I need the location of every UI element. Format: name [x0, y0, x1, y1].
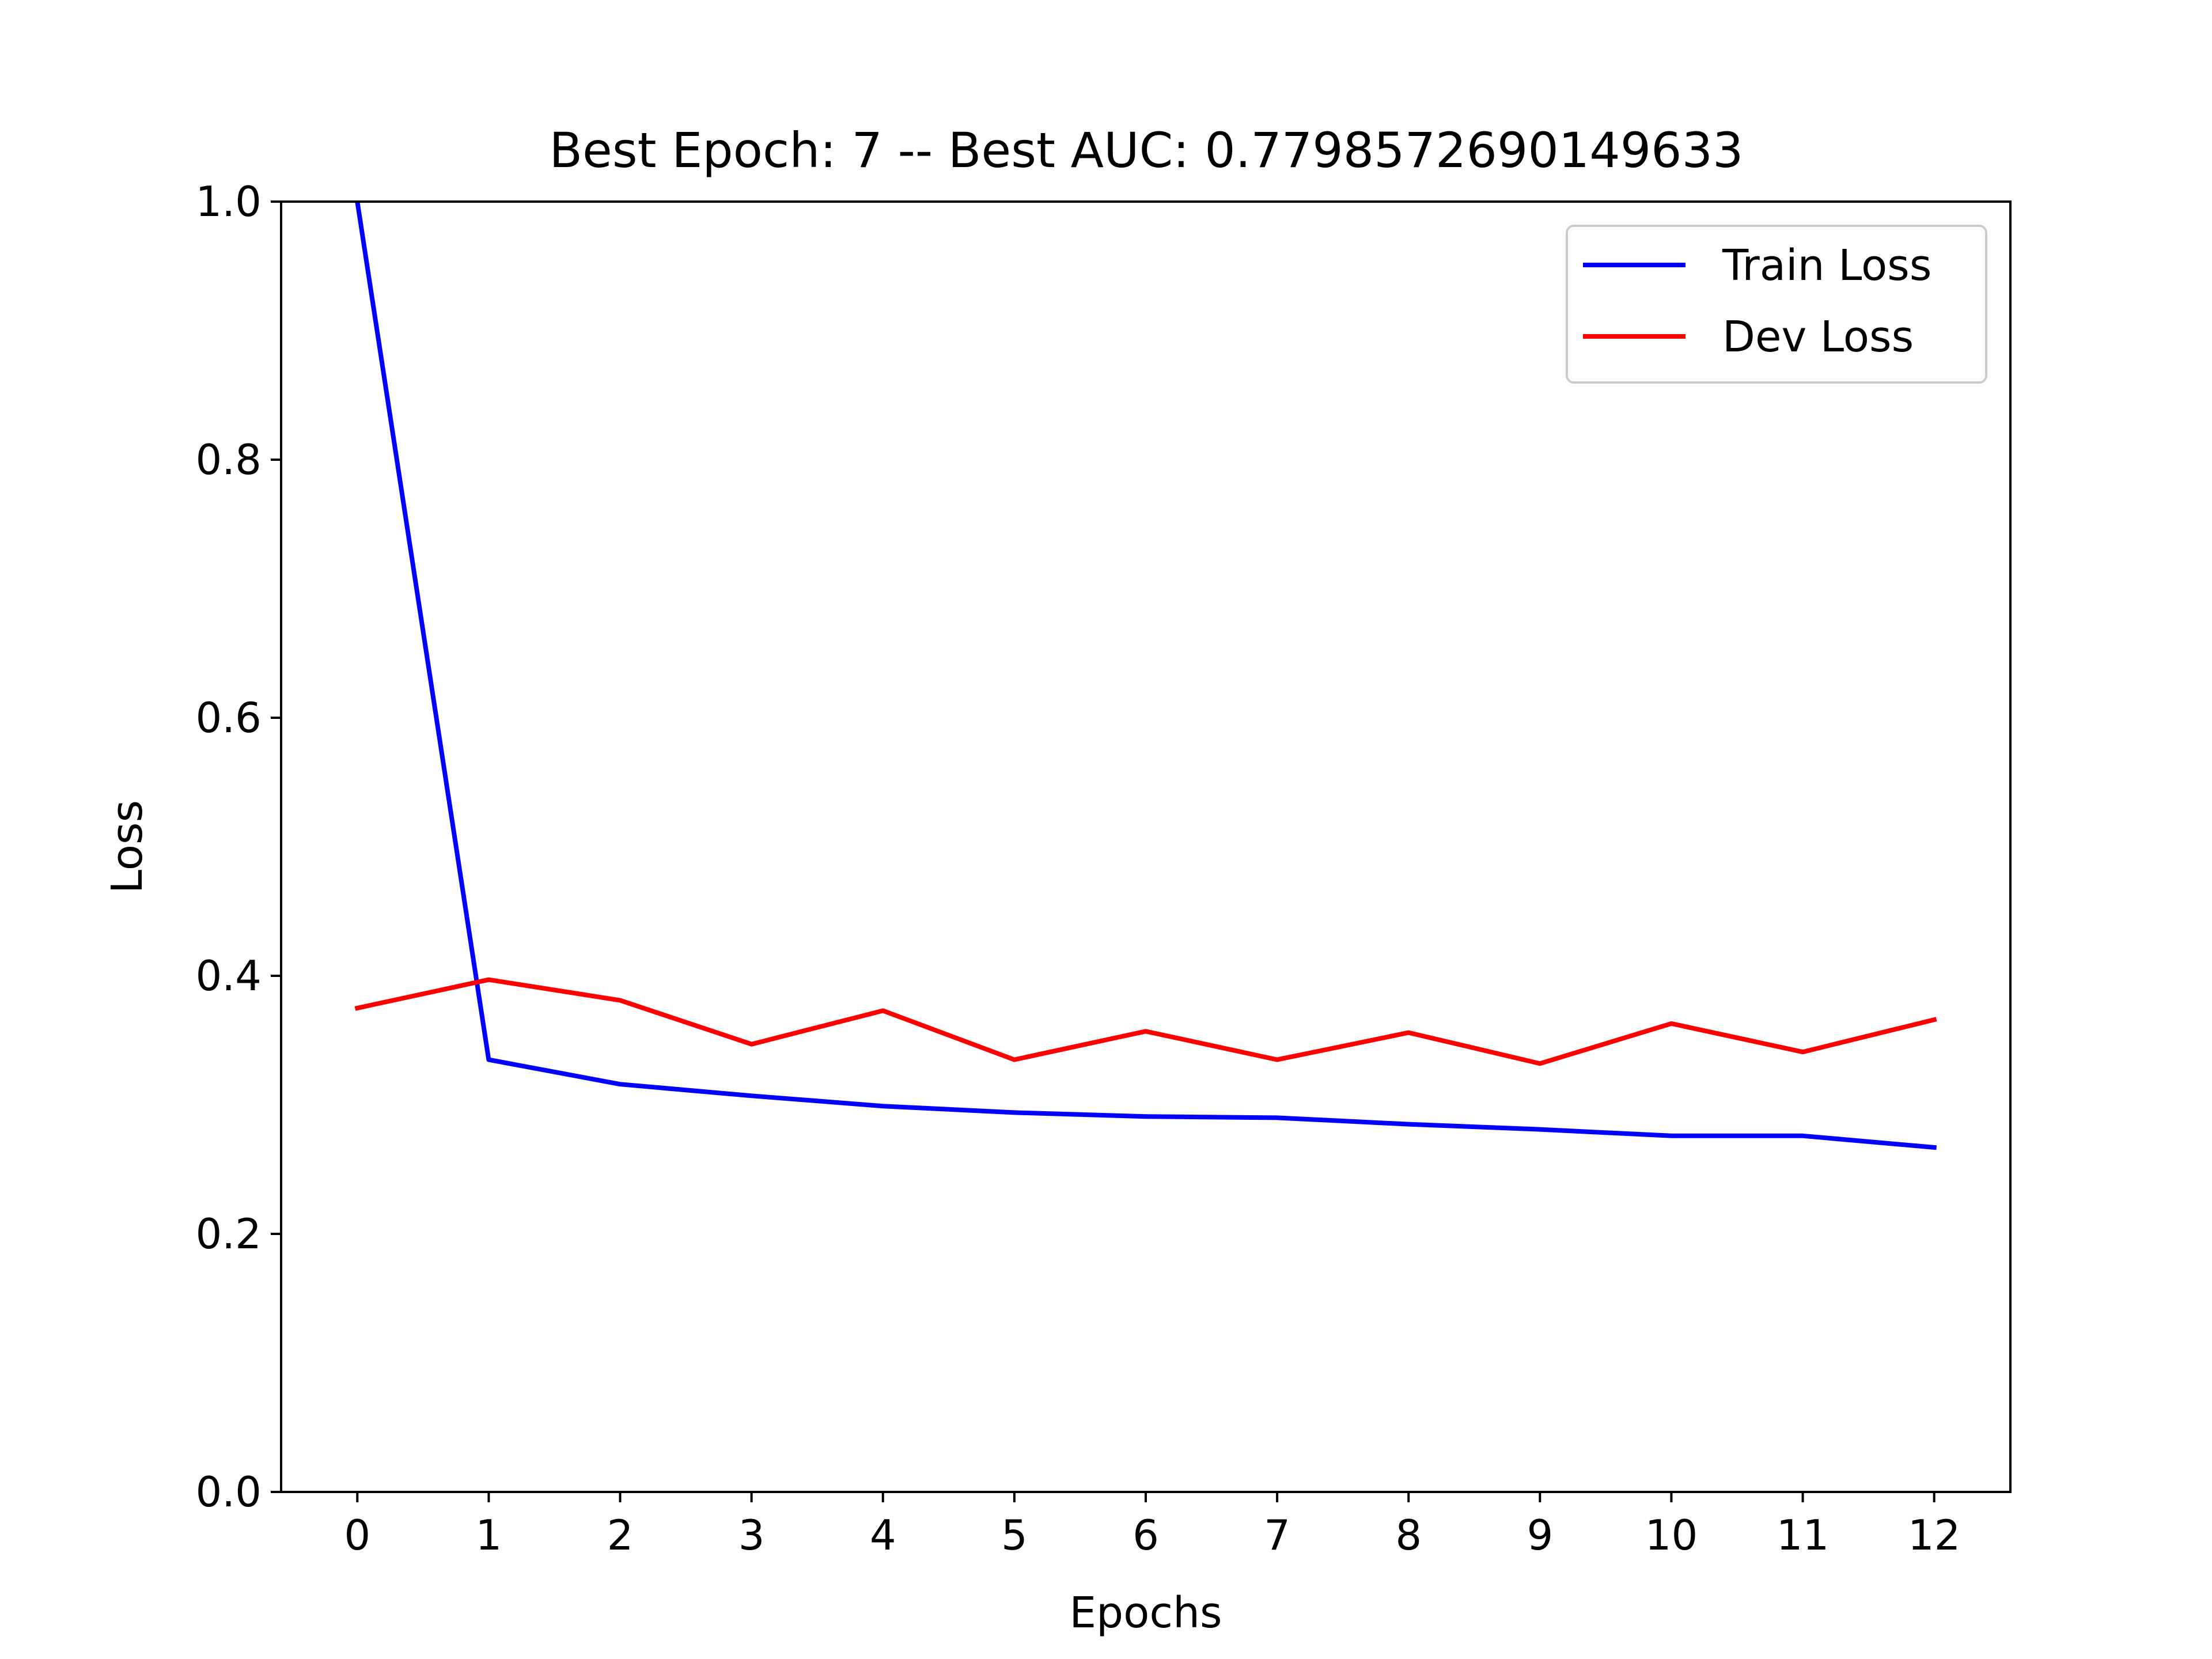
x-tick-label: 12: [1908, 1511, 1961, 1559]
x-tick-label: 5: [1001, 1511, 1028, 1559]
y-tick-label: 1.0: [195, 177, 262, 226]
x-tick-label: 3: [738, 1511, 765, 1559]
x-tick-label: 11: [1777, 1511, 1830, 1559]
y-axis-label: Loss: [103, 800, 152, 893]
chart-title: Best Epoch: 7 -- Best AUC: 0.77985726901…: [550, 122, 1744, 179]
x-axis-label: Epochs: [1069, 1588, 1222, 1638]
legend-label-train-loss: Train Loss: [1722, 241, 1931, 290]
x-tick-label: 9: [1527, 1511, 1553, 1559]
legend: Train Loss Dev Loss: [1566, 225, 1987, 384]
x-tick-label: 1: [476, 1511, 502, 1559]
x-tick-label: 0: [344, 1511, 370, 1559]
x-tick-label: 4: [870, 1511, 896, 1559]
x-tick-label: 2: [607, 1511, 634, 1559]
y-tick-label: 0.6: [195, 694, 262, 742]
legend-label-dev-loss: Dev Loss: [1722, 312, 1914, 362]
x-tick-label: 7: [1264, 1511, 1290, 1559]
y-tick-label: 0.8: [195, 435, 262, 484]
x-tick-label: 6: [1132, 1511, 1159, 1559]
series-line-dev-loss: [354, 977, 1937, 1066]
x-axis: 0 1 2 3 4 5 6 7 8 9 10 11 12: [344, 1492, 1961, 1559]
x-tick-label: 8: [1395, 1511, 1422, 1559]
y-axis: 0.0 0.2 0.4 0.6 0.8 1.0: [195, 177, 281, 1516]
x-tick-label: 10: [1645, 1511, 1698, 1559]
y-tick-label: 0.0: [195, 1468, 262, 1516]
series-layer: [354, 202, 1937, 1150]
series-line-train-loss: [355, 202, 1937, 1150]
y-tick-label: 0.4: [195, 952, 262, 1000]
y-tick-label: 0.2: [195, 1210, 262, 1258]
